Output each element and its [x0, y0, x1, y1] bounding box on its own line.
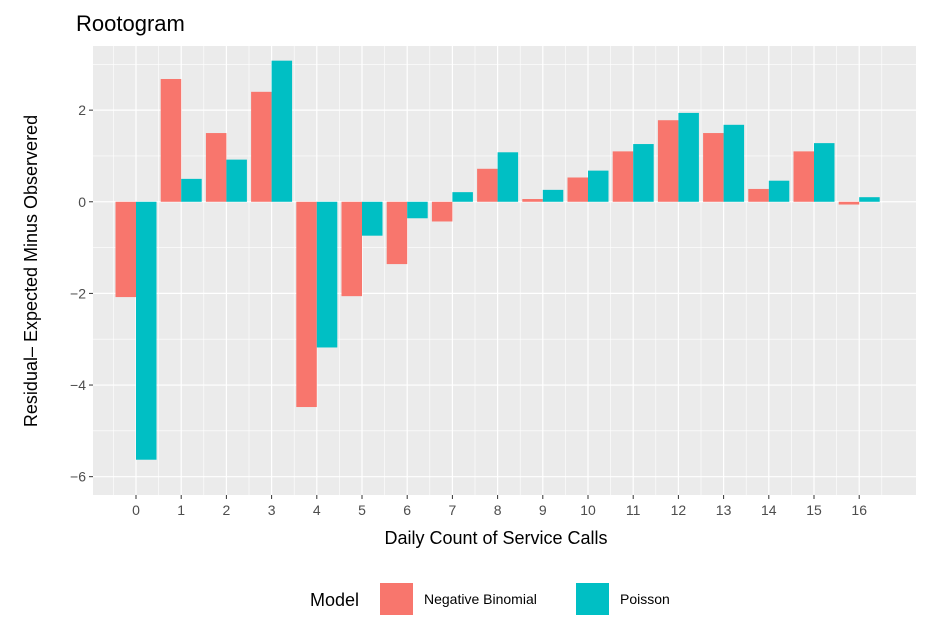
legend-title: Model [310, 590, 359, 610]
x-tick-label: 2 [223, 502, 231, 518]
x-tick-label: 0 [132, 502, 140, 518]
bar-negative-binomial-10 [567, 177, 588, 202]
legend-label-negative-binomial: Negative Binomial [424, 591, 537, 607]
bar-poisson-12 [678, 112, 699, 202]
bars [115, 60, 880, 460]
bar-negative-binomial-0 [115, 201, 136, 298]
bar-negative-binomial-8 [477, 168, 498, 202]
grid-minor [93, 46, 916, 495]
bar-poisson-9 [542, 189, 564, 202]
x-axis-title: Daily Count of Service Calls [384, 528, 607, 548]
y-tick-label: −6 [70, 469, 86, 485]
x-axis: 0 1 2 3 4 5 6 7 8 9 10 11 12 13 14 15 16 [132, 495, 867, 518]
bar-poisson-11 [633, 144, 654, 202]
legend: Model Negative Binomial Poisson [310, 583, 670, 615]
x-tick-label: 15 [806, 502, 822, 518]
bar-poisson-3 [271, 60, 293, 202]
bar-negative-binomial-6 [386, 201, 408, 265]
chart-title: Rootogram [76, 11, 185, 36]
x-tick-label: 14 [761, 502, 777, 518]
x-tick-label: 8 [494, 502, 502, 518]
bar-negative-binomial-1 [160, 78, 182, 202]
bar-poisson-1 [181, 178, 202, 202]
x-tick-label: 3 [268, 502, 276, 518]
plot-panel [93, 46, 916, 495]
bar-poisson-13 [723, 124, 745, 202]
y-tick-label: 2 [78, 102, 86, 118]
bar-poisson-14 [768, 180, 790, 202]
bar-negative-binomial-16 [838, 201, 860, 205]
legend-label-poisson: Poisson [620, 591, 670, 607]
bar-negative-binomial-2 [205, 133, 227, 202]
x-tick-label: 5 [358, 502, 366, 518]
bar-poisson-16 [859, 197, 880, 202]
bar-negative-binomial-3 [251, 91, 272, 202]
bar-negative-binomial-4 [296, 201, 317, 408]
y-tick-label: −4 [70, 377, 86, 393]
bar-poisson-2 [226, 159, 247, 202]
y-tick-label: −2 [70, 285, 86, 301]
y-axis-title: Residual– Expected Minus Observered [21, 115, 41, 427]
bar-negative-binomial-7 [431, 201, 453, 222]
bar-poisson-4 [316, 201, 338, 348]
bar-negative-binomial-15 [793, 151, 814, 202]
bar-poisson-0 [136, 201, 157, 460]
x-tick-label: 6 [403, 502, 411, 518]
bar-negative-binomial-12 [657, 120, 679, 202]
bar-poisson-6 [407, 201, 428, 219]
x-tick-label: 10 [580, 502, 596, 518]
bar-negative-binomial-9 [522, 199, 543, 202]
bar-poisson-7 [452, 192, 473, 202]
bar-poisson-8 [497, 152, 519, 202]
x-tick-label: 4 [313, 502, 321, 518]
y-tick-label: 0 [78, 194, 86, 210]
x-tick-label: 13 [716, 502, 732, 518]
x-tick-label: 16 [851, 502, 867, 518]
bar-negative-binomial-11 [612, 151, 634, 202]
x-tick-label: 7 [449, 502, 457, 518]
x-tick-label: 11 [626, 502, 641, 518]
y-axis: −6 −4 −2 0 2 [70, 102, 93, 485]
x-tick-label: 1 [177, 502, 185, 518]
bar-negative-binomial-14 [748, 188, 769, 202]
x-tick-label: 9 [539, 502, 547, 518]
bar-poisson-10 [588, 170, 609, 202]
legend-key-negative-binomial [380, 583, 413, 615]
legend-key-poisson [576, 583, 609, 615]
x-tick-label: 12 [671, 502, 687, 518]
bar-poisson-15 [814, 143, 835, 202]
bar-poisson-5 [362, 201, 383, 236]
bar-negative-binomial-5 [341, 201, 362, 297]
bar-negative-binomial-13 [703, 133, 724, 202]
